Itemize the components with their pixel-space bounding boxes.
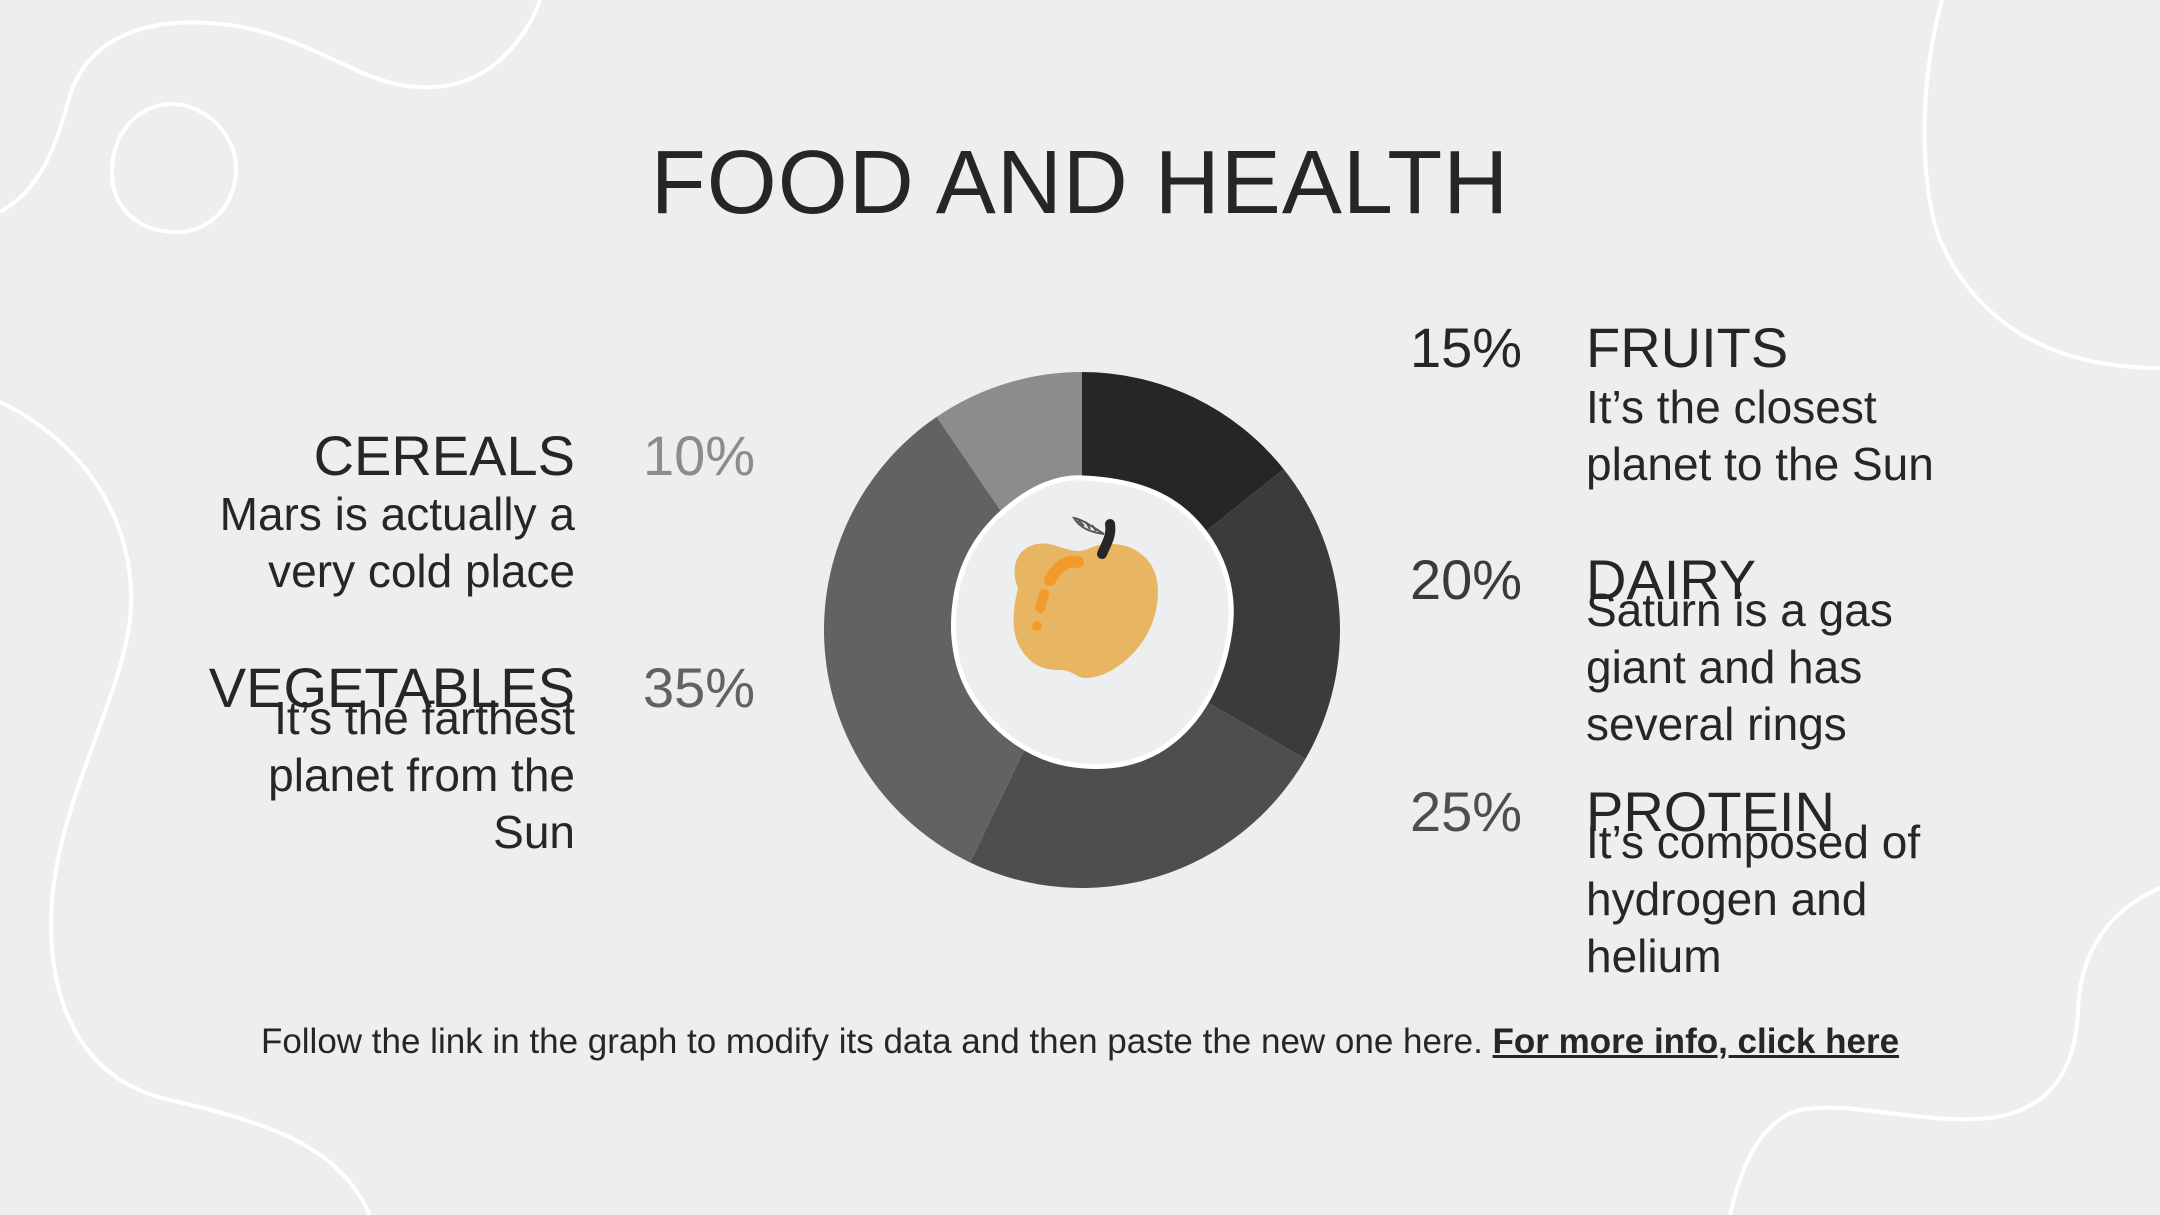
decor-wave-top-left <box>0 0 542 214</box>
protein-percent: 25% <box>1410 780 1523 843</box>
protein-label: PROTEIN <box>1586 780 1835 843</box>
decor-blob-circle <box>109 101 239 235</box>
decor-wave-right <box>1922 0 2160 370</box>
page-title: FOOD AND HEALTH <box>650 133 1510 233</box>
dairy-description: Saturn is a gas giant and has several ri… <box>1586 584 1893 750</box>
decor-wave-bottom-right <box>1728 886 2160 1215</box>
vegetables-description: It’s the farthest planet from the Sun <box>268 692 575 858</box>
protein-description: It’s composed of hydrogen and helium <box>1586 816 1921 982</box>
dairy-percent: 20% <box>1410 548 1523 611</box>
cereals-description: Mars is actually a very cold place <box>219 488 575 597</box>
cereals-label: CEREALS <box>313 424 575 487</box>
fruits-description: It’s the closest planet to the Sun <box>1586 381 1934 490</box>
apple-icon <box>1013 516 1158 678</box>
fruits-label: FRUITS <box>1586 316 1789 379</box>
footer-note: Follow the link in the graph to modify i… <box>0 1018 2160 1066</box>
vegetables-percent: 35% <box>643 656 756 719</box>
more-info-link[interactable]: For more info, click here <box>1492 1022 1900 1061</box>
cereals-percent: 10% <box>643 424 756 487</box>
donut-chart <box>824 372 1340 888</box>
decor-wave-left <box>0 400 372 1215</box>
fruits-percent: 15% <box>1410 316 1523 379</box>
footer-text: Follow the link in the graph to modify i… <box>260 1022 1493 1061</box>
dairy-label: DAIRY <box>1586 548 1757 611</box>
vegetables-label: VEGETABLES <box>208 656 575 719</box>
